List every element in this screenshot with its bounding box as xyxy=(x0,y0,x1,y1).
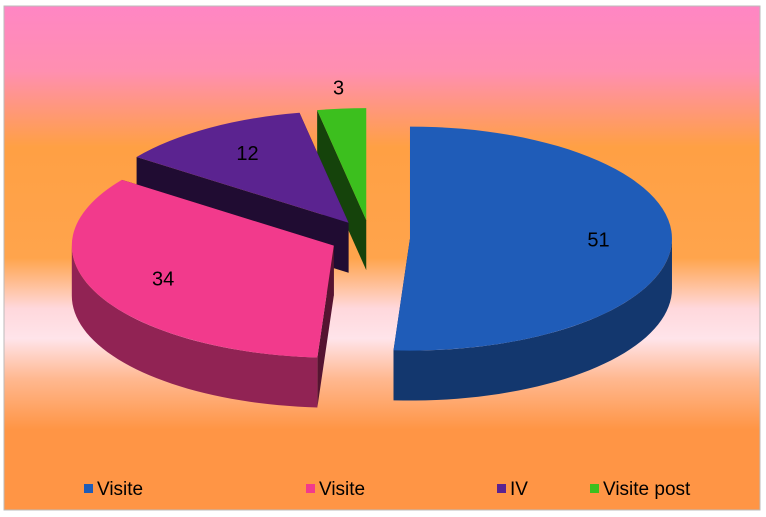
slice-wall xyxy=(393,238,672,401)
data-label: 34 xyxy=(152,268,174,290)
legend-label: Visite xyxy=(319,479,365,500)
data-label: 51 xyxy=(587,229,609,251)
data-label: 12 xyxy=(236,143,258,165)
legend-label: Visite post xyxy=(603,479,691,500)
legend-swatch xyxy=(306,484,315,493)
legend-label: IV xyxy=(510,479,528,500)
slice-top xyxy=(317,108,367,221)
pie-slice xyxy=(317,108,367,271)
pie-slice xyxy=(393,126,672,401)
legend-label: Visite xyxy=(97,479,143,500)
slice-top xyxy=(136,112,349,223)
slice-top xyxy=(71,179,334,358)
pie-slice xyxy=(71,179,334,408)
legend-swatch xyxy=(497,484,506,493)
slice-top xyxy=(393,126,672,351)
legend-swatch xyxy=(590,484,599,493)
data-label: 3 xyxy=(333,77,344,99)
slice-side xyxy=(317,110,367,271)
legend-swatch xyxy=(84,484,93,493)
slice-wall xyxy=(71,245,318,408)
